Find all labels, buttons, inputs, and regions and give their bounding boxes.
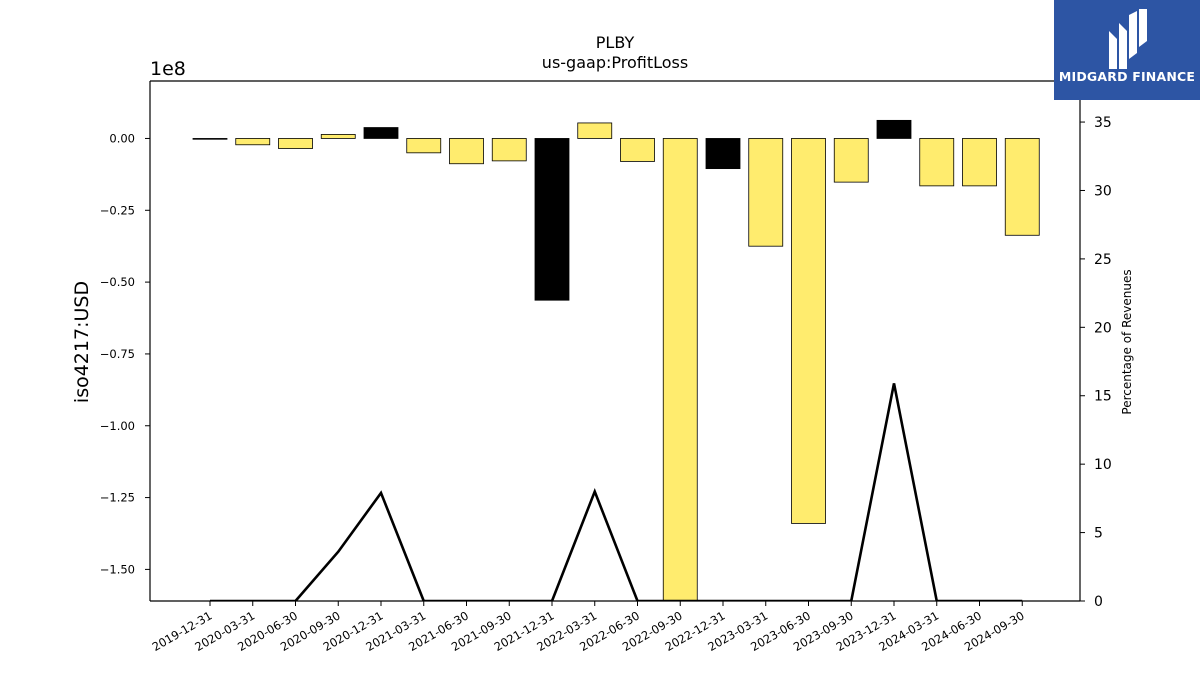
- bar: [1004, 138, 1040, 236]
- y2-tick-label: 35: [1094, 115, 1112, 131]
- bar: [192, 138, 228, 140]
- series-line: [210, 383, 1023, 601]
- y-tick-label: −1.50: [100, 562, 135, 576]
- bar: [876, 119, 912, 139]
- bar: [833, 138, 869, 183]
- bar: [534, 138, 570, 301]
- y2-tick-label: 15: [1094, 389, 1112, 405]
- logo-mark-icon: [1109, 9, 1147, 69]
- brand-logo: MIDGARD FINANCE: [1054, 0, 1200, 100]
- y2-tick-label: 0: [1094, 594, 1103, 610]
- bar: [406, 138, 442, 154]
- chart-subtitle: us-gaap:ProfitLoss: [542, 53, 688, 72]
- y2-tick-label: 5: [1094, 526, 1103, 542]
- logo-text: MIDGARD FINANCE: [1058, 69, 1196, 84]
- y-tick-label: −0.75: [100, 347, 135, 361]
- y-offset-label: 1e8: [150, 58, 186, 80]
- y2-tick-label: 30: [1094, 183, 1112, 199]
- bar: [620, 138, 655, 162]
- bar: [320, 134, 356, 139]
- bar: [235, 138, 271, 146]
- y-tick-label: −0.50: [100, 275, 135, 289]
- y2-axis-label: Percentage of Revenues: [1120, 269, 1134, 414]
- y2-tick-label: 25: [1094, 252, 1112, 268]
- bar: [748, 138, 784, 247]
- bar: [791, 138, 826, 524]
- y-axis-label: iso4217:USD: [71, 281, 93, 403]
- bar: [577, 122, 613, 139]
- plot-area: 0.00 −0.25 −0.50 −0.75 −1.00 −1.25 −1.50 0 5 10 15…: [100, 80, 1112, 654]
- y-tick-label: 0.00: [109, 131, 135, 145]
- bar: [662, 138, 698, 601]
- bar: [962, 138, 997, 187]
- y2-tick-label: 20: [1094, 320, 1112, 336]
- y-tick-label: −1.00: [100, 419, 135, 433]
- bar: [919, 138, 955, 187]
- bar: [363, 127, 399, 139]
- y-tick-label: −0.25: [100, 203, 135, 217]
- bar: [449, 138, 484, 165]
- y2-tick-label: 10: [1094, 457, 1112, 473]
- y-tick-label: −1.25: [100, 491, 135, 505]
- chart-title: PLBY: [596, 33, 635, 52]
- bar: [278, 138, 313, 149]
- bar: [491, 138, 527, 162]
- bar: [705, 138, 741, 170]
